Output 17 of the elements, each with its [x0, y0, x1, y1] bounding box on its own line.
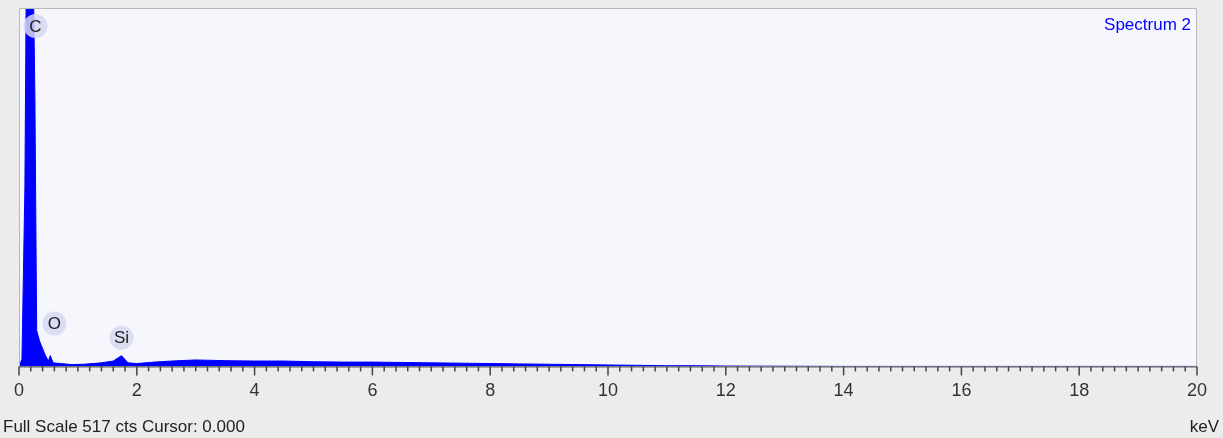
annotation: C: [29, 16, 42, 36]
text: Full Scale 517 cts Cursor: 0.000: [3, 416, 245, 436]
annotation: Si: [113, 328, 130, 348]
x-tick-label: 18: [1069, 380, 1090, 401]
x-tick-label: 8: [485, 380, 496, 401]
x-tick-label: 6: [367, 380, 378, 401]
x-tick-label: 10: [597, 380, 619, 401]
x-tick-label: 0: [14, 380, 25, 401]
text: Spectrum 2: [1104, 14, 1191, 34]
x-tick-label: 4: [249, 380, 260, 401]
annotation: O: [47, 314, 61, 334]
x-tick-label: 2: [131, 380, 142, 401]
x-axis-title: keV: [1189, 416, 1220, 436]
x-tick-label: 20: [1186, 380, 1208, 401]
x-tick-label: 12: [715, 380, 736, 401]
x-tick-label: 14: [833, 380, 854, 401]
x-tick-label: 16: [951, 380, 972, 401]
